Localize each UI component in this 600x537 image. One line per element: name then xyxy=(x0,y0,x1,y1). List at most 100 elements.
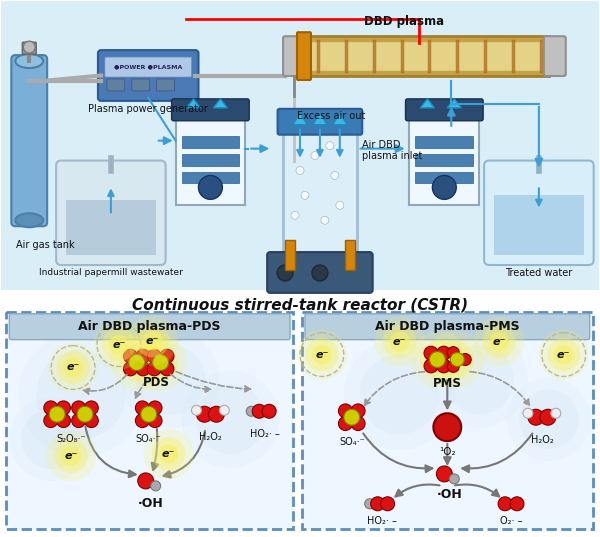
Circle shape xyxy=(159,444,178,464)
Circle shape xyxy=(191,405,202,415)
Text: S₂O₈·⁻: S₂O₈·⁻ xyxy=(56,434,86,444)
FancyBboxPatch shape xyxy=(494,195,584,255)
FancyBboxPatch shape xyxy=(283,129,357,255)
Circle shape xyxy=(311,151,319,159)
Text: ·OH: ·OH xyxy=(138,497,164,510)
Circle shape xyxy=(136,349,150,363)
FancyBboxPatch shape xyxy=(176,116,245,205)
Circle shape xyxy=(44,413,58,427)
Circle shape xyxy=(551,408,561,418)
Circle shape xyxy=(61,446,81,466)
Circle shape xyxy=(196,384,265,454)
FancyBboxPatch shape xyxy=(7,312,293,528)
Circle shape xyxy=(312,345,332,364)
FancyBboxPatch shape xyxy=(66,200,155,255)
Circle shape xyxy=(498,497,512,511)
Circle shape xyxy=(152,437,185,471)
Circle shape xyxy=(85,401,98,415)
Circle shape xyxy=(160,362,174,376)
Circle shape xyxy=(56,401,70,415)
Circle shape xyxy=(428,349,451,371)
Circle shape xyxy=(507,378,590,461)
Circle shape xyxy=(424,359,438,373)
Text: Air gas tank: Air gas tank xyxy=(16,240,75,250)
Circle shape xyxy=(21,409,81,469)
Circle shape xyxy=(49,407,65,422)
Circle shape xyxy=(56,413,70,427)
Text: DBD plasma: DBD plasma xyxy=(364,15,445,28)
Circle shape xyxy=(371,497,385,511)
Circle shape xyxy=(444,349,466,371)
Circle shape xyxy=(19,332,144,457)
Text: SO₄·⁻: SO₄·⁻ xyxy=(339,437,365,447)
Circle shape xyxy=(433,413,461,441)
Circle shape xyxy=(519,389,579,449)
Circle shape xyxy=(252,404,266,418)
Circle shape xyxy=(301,191,309,199)
Circle shape xyxy=(148,362,161,376)
Circle shape xyxy=(547,338,580,371)
Polygon shape xyxy=(313,113,327,125)
FancyBboxPatch shape xyxy=(302,312,593,528)
Circle shape xyxy=(136,324,169,357)
Circle shape xyxy=(540,409,556,425)
Circle shape xyxy=(374,316,425,367)
Text: PMS: PMS xyxy=(433,378,462,390)
Polygon shape xyxy=(333,113,347,125)
Circle shape xyxy=(182,371,279,468)
FancyBboxPatch shape xyxy=(1,290,599,535)
Circle shape xyxy=(85,413,98,427)
Circle shape xyxy=(220,405,229,415)
Circle shape xyxy=(71,401,86,415)
Text: PDS: PDS xyxy=(143,376,170,389)
Circle shape xyxy=(48,343,98,393)
Circle shape xyxy=(136,345,205,414)
Circle shape xyxy=(151,481,161,491)
Circle shape xyxy=(129,354,145,371)
Polygon shape xyxy=(421,99,434,108)
Circle shape xyxy=(136,362,150,376)
FancyBboxPatch shape xyxy=(172,99,249,121)
Text: ¹O₂: ¹O₂ xyxy=(439,447,455,457)
Circle shape xyxy=(122,331,220,428)
Circle shape xyxy=(148,349,161,363)
Circle shape xyxy=(445,345,514,414)
Circle shape xyxy=(390,332,409,351)
FancyBboxPatch shape xyxy=(157,79,175,91)
Text: e⁻: e⁻ xyxy=(162,449,175,459)
Circle shape xyxy=(437,359,451,373)
FancyBboxPatch shape xyxy=(305,314,590,339)
Circle shape xyxy=(528,409,544,425)
Text: ●POWER ●PLASMA: ●POWER ●PLASMA xyxy=(114,64,182,70)
Circle shape xyxy=(148,401,162,415)
Ellipse shape xyxy=(16,213,43,227)
Circle shape xyxy=(130,334,187,391)
Circle shape xyxy=(338,404,352,418)
Circle shape xyxy=(338,417,352,431)
Circle shape xyxy=(23,41,35,53)
FancyBboxPatch shape xyxy=(406,99,483,121)
Ellipse shape xyxy=(16,54,43,68)
FancyBboxPatch shape xyxy=(267,252,373,293)
Text: Industrial papermill wastewater: Industrial papermill wastewater xyxy=(39,268,183,277)
FancyBboxPatch shape xyxy=(1,2,599,290)
Circle shape xyxy=(128,351,150,374)
Text: Plasma power generator: Plasma power generator xyxy=(88,104,208,114)
FancyBboxPatch shape xyxy=(182,171,239,184)
Text: e⁻: e⁻ xyxy=(393,337,406,346)
Circle shape xyxy=(208,407,224,422)
Circle shape xyxy=(138,473,154,489)
Circle shape xyxy=(482,325,516,358)
Text: H₂O₂: H₂O₂ xyxy=(199,432,222,442)
Circle shape xyxy=(119,343,158,382)
Circle shape xyxy=(152,354,169,371)
Circle shape xyxy=(436,466,452,482)
Circle shape xyxy=(449,474,459,484)
Circle shape xyxy=(277,265,293,281)
FancyBboxPatch shape xyxy=(56,161,166,265)
Circle shape xyxy=(199,176,223,199)
Text: HO₂· –: HO₂· – xyxy=(250,429,280,439)
FancyBboxPatch shape xyxy=(544,36,566,76)
FancyBboxPatch shape xyxy=(107,79,125,91)
Circle shape xyxy=(474,316,524,367)
